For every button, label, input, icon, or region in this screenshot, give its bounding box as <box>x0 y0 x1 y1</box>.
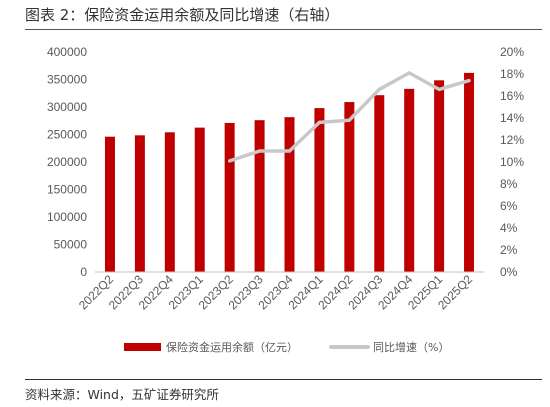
right-axis: 0% 2% 4% 6% 8% 10% 12% 14% 16% 18% 20% <box>500 45 524 279</box>
bar <box>254 120 265 272</box>
bar <box>374 95 385 272</box>
source-note: 资料来源：Wind，五矿证券研究所 <box>25 387 219 402</box>
left-axis-tick-label: 350000 <box>47 73 87 87</box>
line-point <box>347 118 351 122</box>
legend-bar-label: 保险资金运用余额（亿元） <box>166 340 298 354</box>
footer-divider <box>25 379 542 380</box>
bar <box>404 88 415 272</box>
line-point <box>287 149 292 153</box>
bar <box>164 132 175 272</box>
left-axis-tick-label: 0 <box>80 265 87 279</box>
line-series <box>227 71 471 163</box>
line-point <box>467 79 471 83</box>
x-axis: 2022Q22022Q32022Q42023Q12023Q22023Q32023… <box>76 271 484 312</box>
bar <box>194 127 205 272</box>
right-axis-tick-label: 20% <box>500 45 524 59</box>
line-point <box>258 149 262 153</box>
right-axis-tick-label: 18% <box>500 67 524 81</box>
chart-canvas: 0 50000 100000 150000 200000 250000 300000 3500… <box>47 45 524 354</box>
left-axis-tick-label: 400000 <box>47 45 87 59</box>
left-axis-tick-label: 250000 <box>47 128 87 142</box>
bar <box>434 80 445 272</box>
bar-series <box>104 72 475 273</box>
legend-line-label: 同比增速（%） <box>373 340 449 354</box>
left-axis-tick-label: 200000 <box>47 155 87 169</box>
right-axis-tick-label: 4% <box>500 221 518 235</box>
left-axis-tick-label: 300000 <box>47 100 87 114</box>
legend: 保险资金运用余额（亿元） 同比增速（%） <box>124 340 449 354</box>
right-axis-tick-label: 16% <box>500 89 524 103</box>
left-axis: 0 50000 100000 150000 200000 250000 300000 3500… <box>47 45 87 279</box>
bar <box>284 117 295 272</box>
bar <box>464 72 475 273</box>
bar <box>314 108 325 272</box>
bar <box>344 102 355 272</box>
line-point <box>317 120 321 124</box>
line-point <box>228 159 232 163</box>
right-axis-tick-label: 12% <box>500 133 524 147</box>
line-point <box>437 87 441 91</box>
line-point <box>407 71 411 75</box>
right-axis-tick-label: 6% <box>500 199 518 213</box>
right-axis-tick-label: 10% <box>500 155 524 169</box>
left-axis-tick-label: 100000 <box>47 210 87 224</box>
chart-title: 图表 2：保险资金运用余额及同比增速（右轴） <box>25 6 340 24</box>
bar <box>224 122 235 272</box>
bar <box>104 136 115 272</box>
right-axis-tick-label: 14% <box>500 111 524 125</box>
right-axis-tick-label: 0% <box>500 265 518 279</box>
bar <box>134 135 145 272</box>
legend-bar-swatch <box>124 343 161 351</box>
left-axis-tick-label: 50000 <box>54 238 88 252</box>
right-axis-tick-label: 2% <box>500 243 518 257</box>
title-divider <box>25 29 542 30</box>
line-point <box>377 87 381 91</box>
left-axis-tick-label: 150000 <box>47 183 87 197</box>
right-axis-tick-label: 8% <box>500 177 518 191</box>
